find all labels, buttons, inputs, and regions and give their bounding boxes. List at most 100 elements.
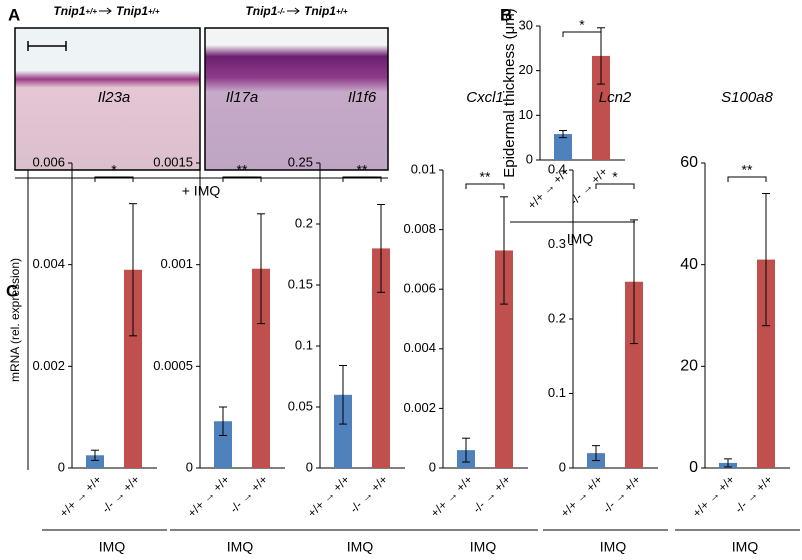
y-tick-label: 0 bbox=[186, 459, 193, 474]
bar bbox=[252, 268, 270, 468]
group-label: IMQ bbox=[732, 539, 759, 555]
y-tick-label: 0.001 bbox=[160, 256, 193, 271]
significance-bracket bbox=[727, 176, 767, 182]
y-tick-label: 30 bbox=[519, 17, 533, 32]
x-tick-label: -/- → +/+ bbox=[347, 472, 390, 515]
bar bbox=[86, 455, 104, 468]
significance-bracket bbox=[342, 176, 382, 182]
x-tick-label: -/- → +/+ bbox=[470, 472, 513, 515]
y-tick-label: 0.25 bbox=[288, 154, 313, 169]
error-bar bbox=[597, 27, 605, 85]
bar bbox=[124, 269, 142, 468]
significance: * bbox=[579, 17, 585, 33]
y-tick-label: 0.004 bbox=[403, 340, 436, 355]
y-tick-label: 40 bbox=[680, 256, 698, 273]
error-bar bbox=[462, 437, 470, 463]
chart-title: Il1f6 bbox=[348, 89, 377, 106]
bar bbox=[214, 421, 232, 468]
y-tick-label: 60 bbox=[680, 154, 698, 171]
chart-title: S100a8 bbox=[721, 89, 773, 106]
error-bar bbox=[724, 458, 732, 468]
significance: ** bbox=[742, 162, 753, 178]
group-label: IMQ bbox=[600, 539, 627, 555]
y-tick-label: 0.2 bbox=[295, 215, 313, 230]
error-bar bbox=[339, 365, 347, 425]
genotype: +/+ bbox=[85, 6, 97, 16]
y-axis-label: Epidermal thickness (μm) bbox=[501, 8, 518, 178]
histology-image bbox=[14, 27, 201, 171]
group-label: IMQ bbox=[99, 539, 126, 555]
significance: ** bbox=[237, 162, 248, 178]
error-bar bbox=[377, 203, 385, 293]
y-tick-label: 0 bbox=[58, 459, 65, 474]
error-bar bbox=[592, 445, 600, 462]
error-bar bbox=[559, 130, 567, 139]
error-bar bbox=[762, 193, 770, 327]
x-tick-label: -/- → +/+ bbox=[227, 472, 270, 515]
group-label: IMQ bbox=[227, 539, 254, 555]
y-tick-label: 0.004 bbox=[32, 256, 65, 271]
gene: Tnip1 bbox=[116, 4, 148, 18]
x-tick-label: +/+ → +/+ bbox=[690, 472, 738, 520]
x-tick-label: +/+ → +/+ bbox=[558, 472, 606, 520]
y-tick-label: 0.3 bbox=[548, 236, 566, 251]
x-tick-label: -/- → +/+ bbox=[99, 472, 142, 515]
y-tick-label: 0.15 bbox=[288, 276, 313, 291]
genotype: -/- bbox=[277, 6, 285, 16]
gene: Tnip1 bbox=[245, 4, 278, 18]
y-tick-label: 0.006 bbox=[32, 154, 65, 169]
significance-bracket bbox=[562, 31, 602, 37]
y-tick-label: 0 bbox=[526, 151, 533, 166]
y-tick-label: 0.4 bbox=[548, 161, 566, 176]
y-tick-label: 0.008 bbox=[403, 221, 436, 236]
x-tick-label: +/+ → +/+ bbox=[185, 472, 233, 520]
gene: Tnip1 bbox=[53, 4, 86, 18]
image-header: Tnip1 -/- Tnip1 +/+ bbox=[205, 4, 390, 18]
chart-title: Il23a bbox=[98, 89, 131, 106]
gene: Tnip1 bbox=[303, 4, 336, 18]
histology-image bbox=[204, 27, 389, 171]
bar bbox=[372, 248, 390, 468]
y-tick-label: 0.05 bbox=[288, 398, 313, 413]
y-tick-label: 0.2 bbox=[548, 310, 566, 325]
arrow bbox=[286, 7, 300, 15]
error-bar bbox=[630, 219, 638, 345]
y-tick-label: 0.1 bbox=[548, 385, 566, 400]
significance: ** bbox=[480, 169, 491, 185]
y-tick-label: 0.002 bbox=[32, 358, 65, 373]
bar bbox=[757, 259, 775, 468]
panel-label: C bbox=[6, 281, 18, 300]
y-tick-label: 0.01 bbox=[411, 161, 436, 176]
significance-bracket bbox=[465, 183, 505, 189]
arrow bbox=[99, 7, 112, 15]
x-tick-label: +/+ → +/+ bbox=[428, 472, 476, 520]
y-tick-label: 20 bbox=[680, 358, 698, 375]
chart-title: Cxcl1 bbox=[466, 89, 504, 106]
error-bar bbox=[257, 213, 265, 325]
significance: * bbox=[612, 169, 618, 185]
y-tick-label: 0.1 bbox=[295, 337, 313, 352]
chart-title: Il17a bbox=[226, 89, 259, 106]
bar bbox=[592, 55, 610, 160]
y-tick-label: 0.006 bbox=[403, 281, 436, 296]
bar bbox=[554, 134, 572, 160]
bar bbox=[625, 281, 643, 468]
significance: ** bbox=[357, 162, 368, 178]
y-tick-label: 0 bbox=[306, 459, 313, 474]
genotype: +/+ bbox=[148, 6, 160, 16]
image-header: Tnip1 +/+ Tnip1 +/+ bbox=[15, 4, 200, 18]
y-tick-label: 0.002 bbox=[403, 400, 436, 415]
group-label: IMQ bbox=[347, 539, 374, 555]
x-tick-label: +/+ → +/+ bbox=[57, 472, 105, 520]
y-tick-label: 0.0005 bbox=[153, 358, 193, 373]
error-bar bbox=[91, 449, 99, 461]
panel-label: B bbox=[500, 5, 512, 24]
error-bar bbox=[219, 406, 227, 436]
bar bbox=[334, 394, 352, 468]
bar bbox=[495, 250, 513, 468]
y-tick-label: 0.0015 bbox=[153, 154, 193, 169]
y-tick-label: 0 bbox=[559, 459, 566, 474]
error-bar bbox=[129, 203, 137, 337]
